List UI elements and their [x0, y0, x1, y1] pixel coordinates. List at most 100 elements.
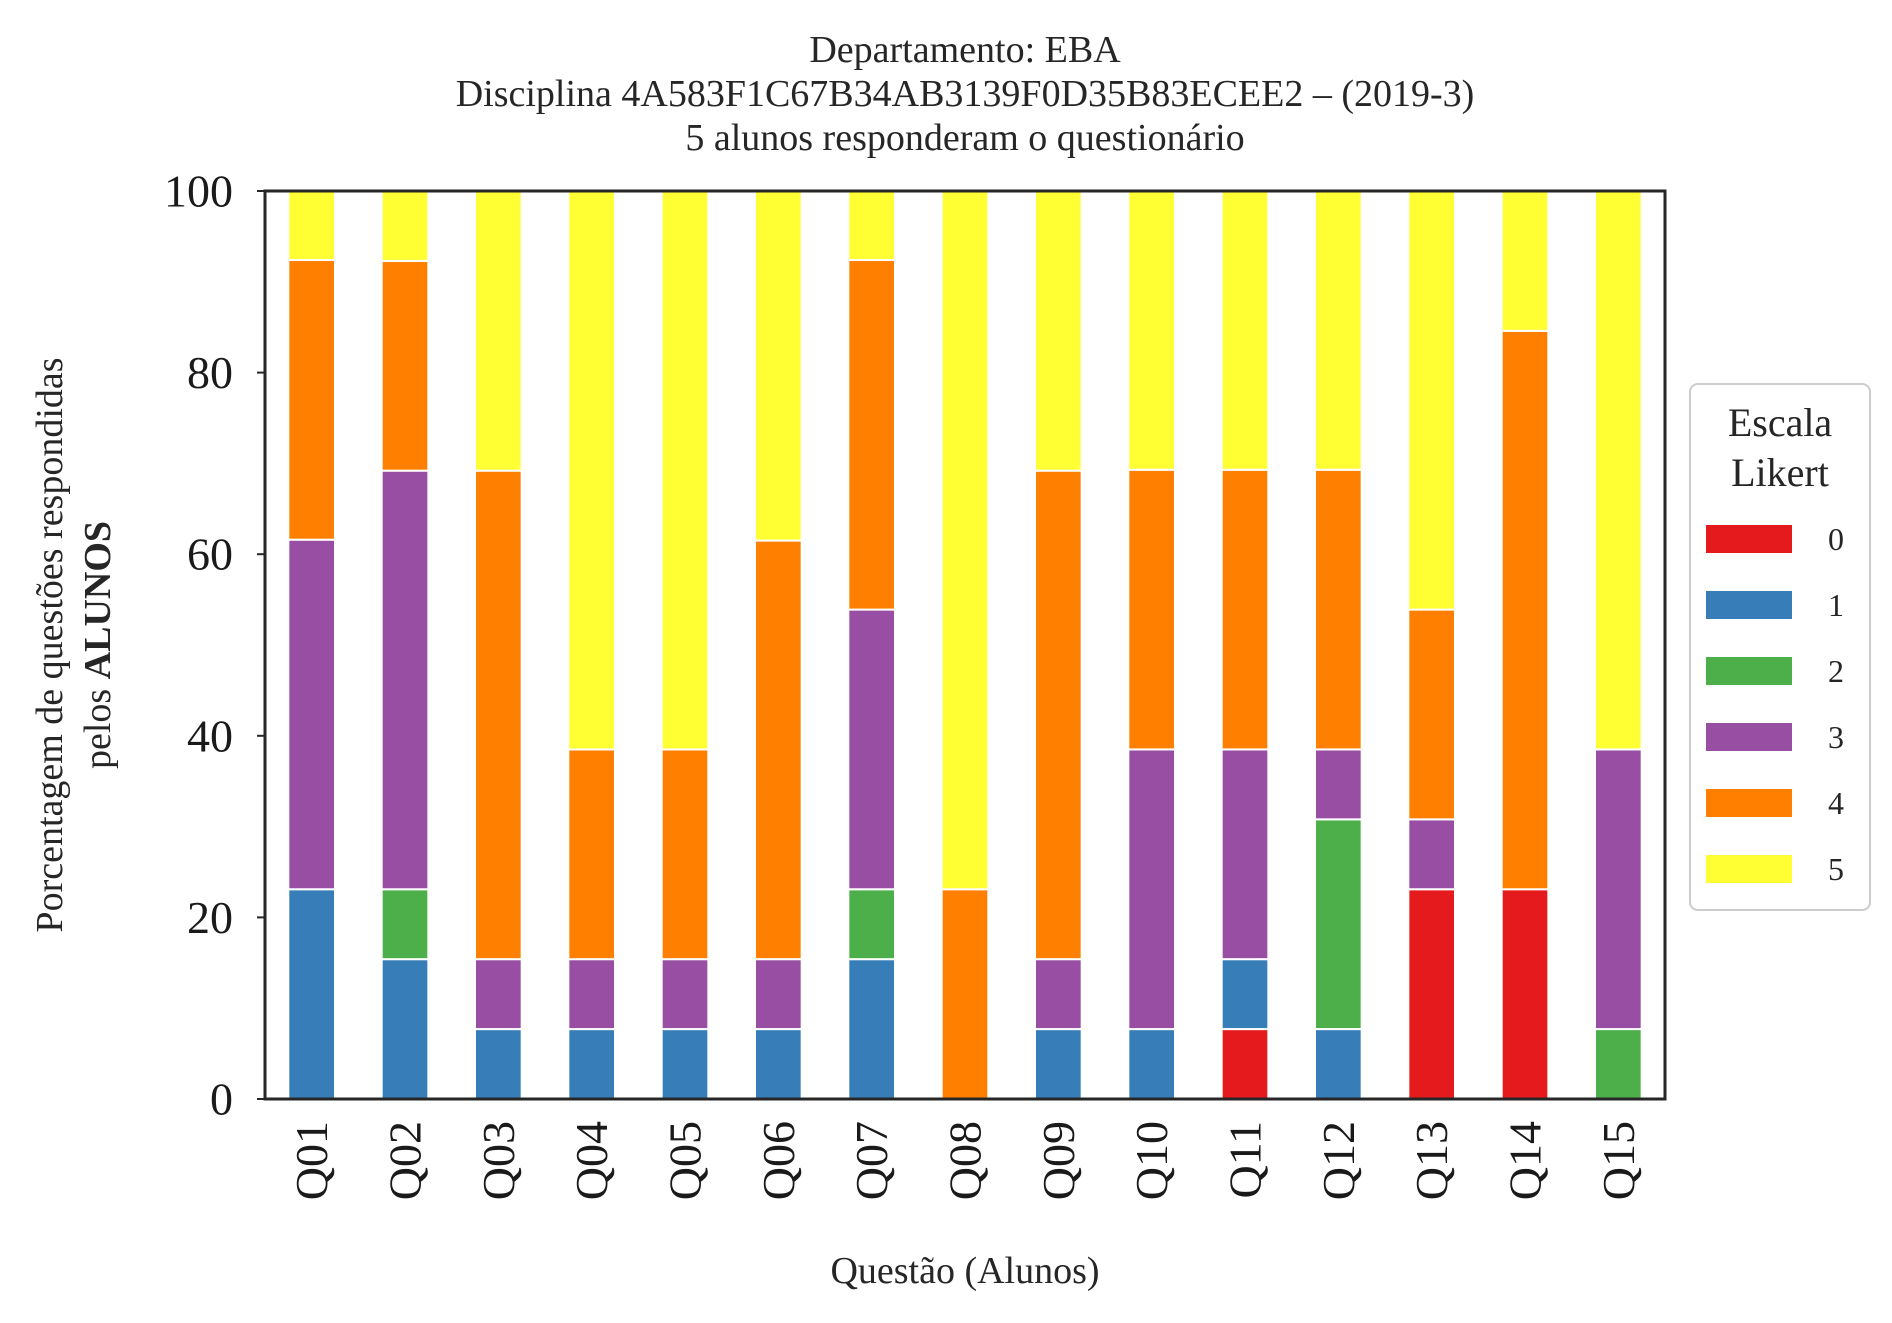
- x-tick-label: Q07: [846, 1121, 897, 1200]
- bar-q01-level-1: [287, 888, 337, 1101]
- bar-q06-level-4: [754, 539, 803, 961]
- legend-label-4: 4: [1828, 785, 1844, 821]
- y-tick-label: 0: [210, 1074, 233, 1125]
- x-tick-label: Q13: [1406, 1121, 1457, 1200]
- bar-q04-level-3: [567, 958, 616, 1031]
- bars: [287, 190, 1643, 1101]
- x-tick-label: Q14: [1500, 1121, 1551, 1200]
- y-axis-ticks: 0 20 40 60 80 100: [164, 166, 265, 1125]
- bar-q12-level-4: [1314, 468, 1363, 751]
- x-tick-label: Q01: [286, 1121, 337, 1200]
- legend-swatch-5: [1706, 855, 1792, 883]
- bar-q10-level-5: [1127, 190, 1177, 471]
- bar-q01-level-5: [287, 190, 337, 262]
- x-axis-label: Questão (Alunos): [830, 1250, 1099, 1292]
- bar-q11-level-4: [1220, 468, 1270, 751]
- bar-q02-level-1: [380, 958, 430, 1101]
- bar-q04-level-1: [567, 1028, 616, 1100]
- bar-q08-level-4: [940, 888, 990, 1101]
- legend-title-line-2: Likert: [1731, 450, 1829, 495]
- bar-q02-level-4: [380, 259, 430, 472]
- bar-q14-level-0: [1500, 888, 1550, 1101]
- bar-q12-level-1: [1314, 1028, 1363, 1100]
- bar-q01-level-4: [287, 259, 337, 541]
- bar-q14-level-5: [1500, 190, 1550, 332]
- bar-q05-level-5: [660, 190, 710, 751]
- x-tick-label: Q08: [940, 1121, 991, 1200]
- bar-q04-level-5: [567, 190, 616, 751]
- bar-q11-level-3: [1220, 748, 1270, 961]
- bar-q13-level-0: [1407, 888, 1457, 1101]
- bar-q03-level-3: [474, 958, 523, 1031]
- legend-swatch-0: [1706, 525, 1792, 553]
- bar-q04-level-4: [567, 748, 616, 961]
- bar-q07-level-4: [847, 259, 896, 611]
- bar-q14-level-4: [1500, 329, 1550, 891]
- legend-label-3: 3: [1828, 719, 1844, 755]
- bar-q11-level-5: [1220, 190, 1270, 471]
- bar-q12-level-3: [1314, 748, 1363, 821]
- bar-q10-level-4: [1127, 468, 1177, 751]
- legend-box: [1689, 383, 1871, 911]
- y-tick-label: 20: [187, 892, 233, 943]
- bar-q03-level-5: [474, 190, 523, 472]
- bar-q11-level-1: [1220, 958, 1270, 1031]
- plot-frame: [263, 189, 1667, 1101]
- bar-q06-level-5: [754, 190, 803, 542]
- bar-q09-level-1: [1034, 1028, 1083, 1100]
- bar-q02-level-3: [380, 469, 430, 891]
- bar-q02-level-5: [380, 190, 430, 262]
- bar-q07-level-1: [847, 958, 896, 1101]
- bar-q06-level-1: [754, 1028, 803, 1100]
- x-tick-label: Q04: [566, 1121, 617, 1200]
- y-axis-label-line-2: pelos ALUNOS: [77, 521, 119, 769]
- bar-q13-level-5: [1407, 190, 1457, 611]
- x-axis-ticks: Q01 Q02 Q03 Q04 Q05 Q06 Q07 Q08 Q09 Q10 Q11 Q12 Q13 Q…: [286, 1121, 1644, 1200]
- x-tick-label: Q02: [380, 1121, 431, 1200]
- legend-swatch-3: [1706, 723, 1792, 751]
- legend-label-1: 1: [1828, 587, 1844, 623]
- bar-q07-level-5: [847, 190, 896, 262]
- x-tick-label: Q11: [1220, 1121, 1271, 1199]
- y-axis-label: Porcentagem de questões respondidas pelos…: [29, 357, 119, 932]
- x-tick-label: Q05: [660, 1121, 711, 1200]
- bar-q09-level-4: [1034, 469, 1083, 961]
- bar-q13-level-4: [1407, 608, 1457, 821]
- legend: Escala Likert 0 1 2 3 4 5: [1689, 383, 1871, 911]
- title-line-3: 5 alunos responderam o questionário: [685, 117, 1244, 159]
- bar-q09-level-5: [1034, 190, 1083, 472]
- y-tick-label: 40: [187, 710, 233, 761]
- y-axis-label-line-1: Porcentagem de questões respondidas: [29, 357, 71, 932]
- bar-q11-level-0: [1220, 1028, 1270, 1100]
- bar-q09-level-3: [1034, 958, 1083, 1031]
- bar-q12-level-2: [1314, 818, 1363, 1031]
- y-tick-label: 100: [164, 166, 233, 217]
- bar-q07-level-3: [847, 608, 896, 891]
- legend-label-5: 5: [1828, 851, 1844, 887]
- legend-swatch-1: [1706, 591, 1792, 619]
- legend-label-0: 0: [1828, 521, 1844, 557]
- bar-q05-level-4: [660, 748, 710, 961]
- title-line-2: Disciplina 4A583F1C67B34AB3139F0D35B83EC…: [456, 73, 1475, 115]
- bar-q12-level-5: [1314, 190, 1363, 471]
- x-tick-label: Q10: [1126, 1121, 1177, 1200]
- legend-title-line-1: Escala: [1728, 400, 1833, 445]
- bar-q15-level-5: [1594, 190, 1643, 751]
- legend-label-2: 2: [1828, 653, 1844, 689]
- bar-q02-level-2: [380, 888, 430, 961]
- bar-q05-level-1: [660, 1028, 710, 1100]
- bar-q10-level-1: [1127, 1028, 1177, 1100]
- bar-q05-level-3: [660, 958, 710, 1031]
- x-tick-label: Q03: [473, 1121, 524, 1200]
- bar-q15-level-2: [1594, 1028, 1643, 1100]
- x-tick-label: Q12: [1313, 1121, 1364, 1200]
- x-tick-label: Q06: [753, 1121, 804, 1200]
- y-axis-label-prefix: pelos: [77, 679, 119, 769]
- legend-swatch-2: [1706, 657, 1792, 685]
- bar-q03-level-4: [474, 469, 523, 961]
- y-tick-label: 80: [187, 347, 233, 398]
- bar-q13-level-3: [1407, 818, 1457, 891]
- bar-q06-level-3: [754, 958, 803, 1031]
- title-line-1: Departamento: EBA: [809, 29, 1121, 71]
